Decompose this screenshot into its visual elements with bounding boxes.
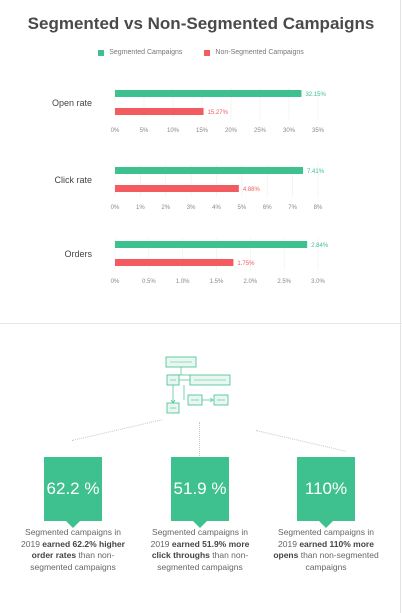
stat-desc-bold: earned 62.2% higher order rates (31, 538, 125, 561)
category-label: Open rate (52, 98, 92, 108)
tick-label: 3% (187, 205, 196, 211)
tick-label: 15% (196, 128, 209, 134)
right-border (400, 0, 401, 613)
bar-segmented (115, 90, 302, 97)
bar-charts: Open rate 0% 5% 10% 15% 20% 25% 30% 35% 32.15% 15.… (52, 87, 329, 285)
tick-label: 2.0% (243, 279, 257, 285)
data-label: 32.15% (305, 92, 326, 98)
stat-description-click-throughs: Segmented campaigns in 2019 earned 51.9%… (144, 527, 256, 573)
legend-label-segmented: Segmented Campaigns (109, 49, 183, 56)
connector-line-left (72, 419, 162, 441)
tick-label: 1% (136, 205, 145, 211)
stat-desc-bold: earned 51.9% more click throughs (151, 538, 250, 561)
legend-swatch-segmented (98, 49, 105, 56)
legend-item-non-segmented: Non-Segmented Campaigns (204, 49, 304, 56)
tick-label: 5% (238, 205, 247, 211)
bar-non-segmented (115, 185, 239, 192)
connector-line-middle (199, 422, 200, 458)
chart-title: Segmented vs Non-Segmented Campaigns (27, 14, 375, 33)
data-label: 15.27% (208, 110, 229, 116)
stat-desc-bold: earned 110% more opens (273, 538, 374, 561)
tick-label: 8% (314, 205, 323, 211)
stat-card-click-throughs: 51.9 % (171, 457, 229, 528)
tick-label: 6% (263, 205, 272, 211)
tick-label: 35% (312, 128, 325, 134)
data-label: 2.84% (311, 243, 329, 249)
bar-segmented (115, 167, 304, 174)
tick-label: 10% (167, 128, 180, 134)
tick-label: 2% (161, 205, 170, 211)
stat-desc-text: Segmented campaigns in 2019 (21, 527, 121, 549)
legend: Segmented Campaigns Non-Segmented Campai… (0, 49, 402, 56)
stat-desc-text: than non-segmented campaigns (157, 550, 249, 572)
stat-desc-text: than non-segmented campaigns (298, 550, 379, 572)
tick-label: 0% (111, 279, 120, 285)
category-label: Orders (64, 249, 92, 259)
bar-segmented (115, 241, 308, 248)
stat-desc-text: Segmented campaigns in 2019 (278, 527, 374, 549)
tick-label: 2.5% (277, 279, 291, 285)
tick-label: 0% (111, 205, 120, 211)
stat-card-order-rates: 62.2 % (44, 457, 102, 528)
tick-label: 20% (225, 128, 238, 134)
tick-label: 1.0% (176, 279, 190, 285)
stat-card-opens: 110% (297, 457, 355, 528)
tick-label: 4% (212, 205, 221, 211)
bar-non-segmented (115, 108, 204, 115)
tick-label: 25% (254, 128, 267, 134)
category-label: Click rate (54, 175, 92, 185)
legend-label-non-segmented: Non-Segmented Campaigns (215, 49, 304, 56)
tick-label: 7% (288, 205, 297, 211)
tick-label: 5% (140, 128, 149, 134)
stat-desc-text: than non-segmented campaigns (30, 550, 116, 572)
section-divider (0, 323, 402, 324)
tick-label: 0.5% (142, 279, 156, 285)
stat-description-opens: Segmented campaigns in 2019 earned 110% … (270, 527, 382, 573)
data-label: 7.41% (307, 169, 325, 175)
tick-label: 3.0% (311, 279, 325, 285)
tick-label: 30% (283, 128, 296, 134)
bar-non-segmented (115, 259, 234, 266)
tick-label: 0% (111, 128, 120, 134)
legend-item-segmented: Segmented Campaigns (98, 49, 182, 56)
flowchart-icon (165, 356, 231, 414)
connector-line-right (255, 430, 346, 452)
stat-desc-text: Segmented campaigns in 2019 (150, 527, 248, 549)
tick-label: 1.5% (210, 279, 224, 285)
stat-description-order-rates: Segmented campaigns in 2019 earned 62.2%… (17, 527, 129, 573)
data-label: 1.75% (237, 261, 255, 267)
legend-swatch-non-segmented (204, 49, 211, 56)
data-label: 4.88% (243, 187, 261, 193)
